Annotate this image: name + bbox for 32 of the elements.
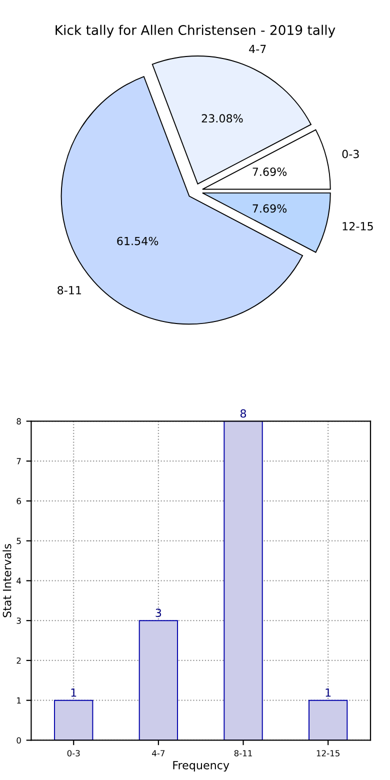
y-tick-label: 4 <box>16 578 22 584</box>
data-label: 7.69% <box>252 168 287 176</box>
y-tick-label: 7 <box>16 458 21 464</box>
bar <box>308 700 348 740</box>
data-label: 8 <box>240 409 246 418</box>
bar <box>54 700 94 740</box>
data-label: 1 <box>326 688 331 697</box>
y-tick-label: 5 <box>16 538 21 544</box>
data-label: 1 <box>71 688 76 697</box>
x-axis-title: Frequency <box>173 761 230 772</box>
y-tick-label: 2 <box>16 657 21 664</box>
data-label: 23.08% <box>202 114 243 123</box>
data-label: 7.69% <box>252 204 287 213</box>
x-tick-label: 8-11 <box>234 750 252 756</box>
y-tick-label: 6 <box>16 498 21 504</box>
y-axis-title: Stat Intervals <box>2 544 12 618</box>
y-tick-label: 1 <box>17 697 21 704</box>
y-tick-label: 3 <box>16 618 21 624</box>
data-label: 3 <box>156 608 162 618</box>
data-label: 61.54% <box>117 236 158 246</box>
chart-title: Kick tally for Allen Christensen - 2019 tally <box>56 24 336 38</box>
x-tick-label: 0-3 <box>67 750 80 756</box>
x-tick-label: 12-15 <box>316 750 340 756</box>
slice-label: 8-11 <box>58 286 81 294</box>
slice-label: 12-15 <box>342 222 373 230</box>
bar <box>224 421 263 740</box>
y-tick-label: 8 <box>16 418 21 424</box>
y-tick-label: 0 <box>16 737 21 744</box>
slice-label: 4-7 <box>249 44 266 54</box>
slice-label: 0-3 <box>342 150 359 158</box>
bar <box>138 620 178 740</box>
x-tick-label: 4-7 <box>152 750 165 756</box>
